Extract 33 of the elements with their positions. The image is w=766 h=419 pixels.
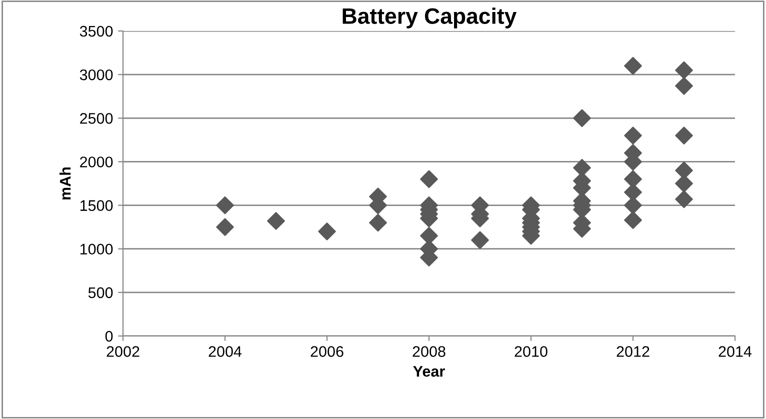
x-tick-label: 2008	[412, 346, 446, 357]
point	[216, 196, 234, 214]
y-tick-label: 1000	[80, 244, 113, 255]
point	[624, 126, 642, 144]
x-tick-label: 2010	[514, 346, 548, 357]
point	[573, 109, 591, 128]
point	[471, 231, 489, 250]
point	[420, 170, 438, 188]
y-tick-label: 2000	[80, 156, 113, 168]
x-tick-label: 2006	[310, 346, 344, 357]
point	[675, 76, 693, 95]
y-tick-label: 1500	[80, 200, 113, 211]
point	[624, 211, 642, 230]
point	[675, 61, 693, 80]
y-tick-label: 0	[105, 330, 113, 342]
y-tick-label: 3000	[80, 69, 113, 80]
point	[318, 222, 336, 240]
x-tick-label: 2002	[106, 346, 140, 357]
y-tick-label: 3500	[80, 26, 113, 37]
point	[369, 214, 387, 232]
x-tick-label: 2004	[208, 346, 242, 357]
y-tick-label: 500	[88, 287, 113, 298]
point	[675, 126, 693, 144]
x-tick-label: 2012	[616, 346, 650, 357]
x-tick-label: 2014	[718, 346, 752, 357]
y-tick-label: 2500	[80, 113, 113, 124]
y-axis-title: mAh	[59, 167, 71, 200]
point	[624, 56, 642, 75]
point	[675, 190, 693, 208]
point	[267, 212, 285, 230]
point	[216, 218, 234, 236]
chart-title: Battery Capacity	[342, 8, 517, 28]
x-axis-title: Year	[413, 366, 445, 377]
